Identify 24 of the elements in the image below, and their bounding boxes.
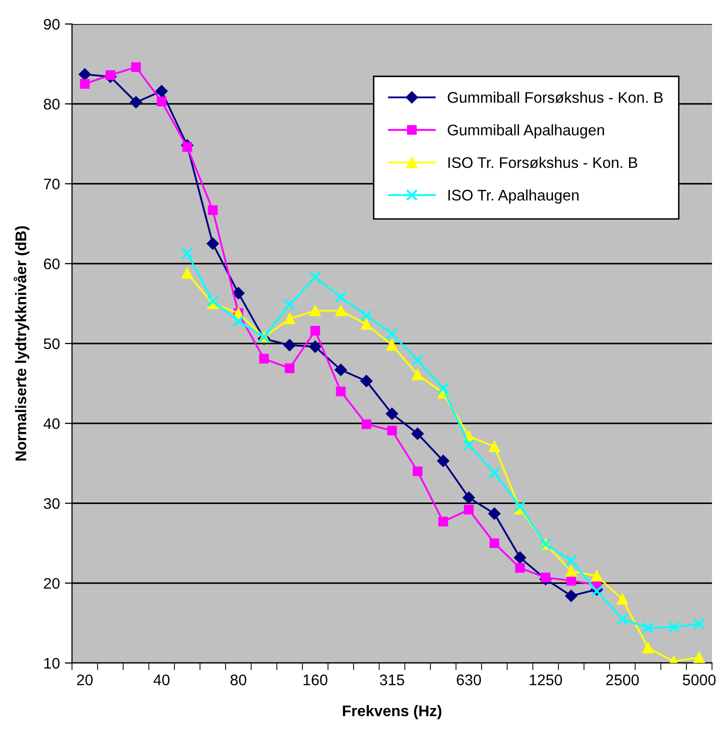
x-tick-label: 315 — [380, 674, 404, 686]
legend-label: Gummiball Apalhaugen — [448, 124, 604, 138]
y-tick-label: 20 — [44, 578, 60, 589]
y-tick-label: 90 — [44, 18, 60, 30]
y-tick-label: 80 — [44, 98, 60, 110]
x-tick-label: 40 — [153, 674, 170, 686]
x-tick-label: 630 — [456, 674, 481, 686]
legend-label: ISO Tr. Apalhaugen — [448, 189, 579, 204]
x-tick-label: 20 — [77, 674, 93, 686]
x-tick-label: 160 — [304, 674, 328, 686]
y-axis-title: Normaliserte lydtrykknivåer (dB) — [14, 226, 30, 460]
x-tick-label: 2500 — [606, 674, 639, 686]
legend-label: Gummiball Forsøkshus - Kon. B — [448, 92, 663, 103]
y-tick-label: 10 — [44, 658, 60, 669]
y-tick-label: 70 — [44, 178, 60, 190]
x-axis-title: Frekvens (Hz) — [342, 705, 442, 720]
x-tick-label: 5000 — [682, 674, 716, 686]
y-tick-label: 40 — [44, 418, 60, 430]
y-tick-label: 50 — [44, 338, 60, 350]
x-tick-label: 1250 — [530, 674, 562, 686]
y-tick-label: 30 — [44, 498, 60, 509]
x-tick-label: 80 — [230, 674, 246, 686]
y-tick-label: 60 — [44, 258, 60, 270]
legend-label: ISO Tr. Forsøkshus - Kon. B — [448, 156, 638, 168]
